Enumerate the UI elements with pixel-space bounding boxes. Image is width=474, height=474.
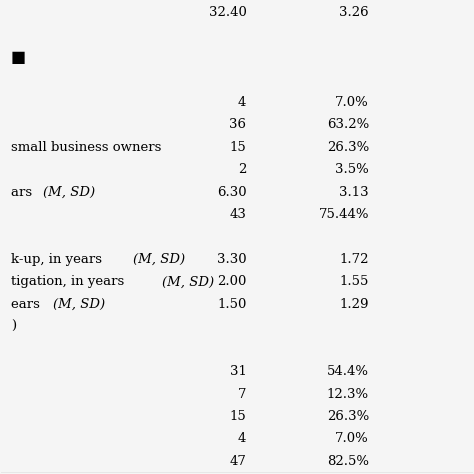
Text: 7: 7 — [238, 388, 246, 401]
Text: 1.50: 1.50 — [217, 298, 246, 311]
Text: 75.44%: 75.44% — [319, 208, 369, 221]
Text: 54.4%: 54.4% — [327, 365, 369, 378]
Text: 47: 47 — [229, 455, 246, 468]
Text: (M, SD): (M, SD) — [43, 186, 95, 199]
Text: 12.3%: 12.3% — [327, 388, 369, 401]
Text: 1.72: 1.72 — [339, 253, 369, 266]
Text: 3.5%: 3.5% — [335, 163, 369, 176]
Text: 1.29: 1.29 — [339, 298, 369, 311]
Text: 2.00: 2.00 — [217, 275, 246, 288]
Text: ): ) — [11, 320, 16, 333]
Text: k-up, in years: k-up, in years — [11, 253, 106, 266]
Text: (M, SD): (M, SD) — [53, 298, 105, 311]
Text: 3.13: 3.13 — [339, 186, 369, 199]
Text: ars: ars — [11, 186, 36, 199]
Text: 15: 15 — [230, 141, 246, 154]
Text: (M, SD): (M, SD) — [133, 253, 185, 266]
Text: 36: 36 — [229, 118, 246, 131]
Text: 26.3%: 26.3% — [327, 141, 369, 154]
Text: 3.26: 3.26 — [339, 6, 369, 19]
Text: 4: 4 — [238, 96, 246, 109]
Text: ears: ears — [11, 298, 44, 311]
Text: ■: ■ — [11, 50, 26, 65]
Text: small business owners: small business owners — [11, 141, 161, 154]
Text: (M, SD): (M, SD) — [162, 275, 214, 288]
Text: 15: 15 — [230, 410, 246, 423]
Text: 32.40: 32.40 — [209, 6, 246, 19]
Text: 2: 2 — [238, 163, 246, 176]
Text: 7.0%: 7.0% — [335, 96, 369, 109]
Text: 3.30: 3.30 — [217, 253, 246, 266]
Text: 26.3%: 26.3% — [327, 410, 369, 423]
Text: tigation, in years: tigation, in years — [11, 275, 128, 288]
Text: 1.55: 1.55 — [339, 275, 369, 288]
Text: 7.0%: 7.0% — [335, 432, 369, 446]
Text: 82.5%: 82.5% — [327, 455, 369, 468]
Text: 43: 43 — [229, 208, 246, 221]
Text: 6.30: 6.30 — [217, 186, 246, 199]
Text: 4: 4 — [238, 432, 246, 446]
Text: 31: 31 — [229, 365, 246, 378]
Text: 63.2%: 63.2% — [327, 118, 369, 131]
